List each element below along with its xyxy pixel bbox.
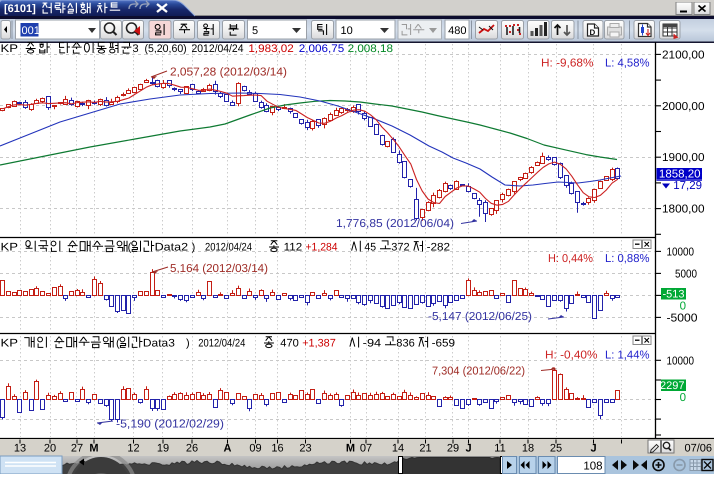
svg-text:10: 10 — [341, 25, 353, 37]
svg-text:45: 45 — [364, 242, 376, 254]
svg-text:17,29: 17,29 — [673, 180, 702, 192]
svg-text:H: -9,68%: H: -9,68% — [541, 58, 594, 70]
svg-text:23: 23 — [299, 443, 311, 455]
svg-text:): ) — [192, 242, 196, 254]
svg-text:H: -0,40%: H: -0,40% — [545, 350, 598, 362]
svg-text:10000: 10000 — [667, 246, 695, 258]
svg-text:H: 0,44%: H: 0,44% — [548, 253, 593, 265]
svg-text:+1,387: +1,387 — [302, 338, 336, 350]
svg-text:-282: -282 — [427, 242, 451, 254]
svg-text:5000: 5000 — [675, 268, 697, 280]
svg-text:13: 13 — [14, 443, 26, 455]
svg-text:470: 470 — [280, 338, 299, 350]
svg-text:L: 0,88%: L: 0,88% — [605, 253, 650, 265]
svg-text:[6101]: [6101] — [4, 3, 36, 15]
svg-text:A: A — [224, 443, 232, 455]
svg-text:-513: -513 — [662, 289, 684, 301]
svg-text:J: J — [590, 443, 596, 455]
svg-text:112: 112 — [284, 242, 303, 254]
svg-text:(: ( — [128, 242, 132, 254]
svg-text:09: 09 — [249, 443, 261, 455]
svg-text:0: 0 — [680, 301, 686, 313]
svg-text:): ) — [186, 338, 190, 350]
svg-text:J: J — [465, 443, 471, 455]
svg-text:2100,00: 2100,00 — [662, 49, 705, 61]
svg-text:14: 14 — [392, 443, 404, 455]
svg-text:2012/04/24: 2012/04/24 — [198, 338, 245, 350]
svg-text:2,006,75: 2,006,75 — [299, 43, 344, 55]
svg-text:372: 372 — [391, 242, 409, 254]
svg-text:KP: KP — [1, 338, 19, 350]
svg-text:21: 21 — [419, 443, 431, 455]
svg-text:5,164 (2012/03/14): 5,164 (2012/03/14) — [170, 263, 268, 275]
svg-text:M: M — [346, 443, 355, 455]
svg-text:(5,20,60): (5,20,60) — [145, 43, 187, 55]
svg-text:M: M — [89, 443, 98, 455]
svg-text:L: 4,58%: L: 4,58% — [605, 58, 650, 70]
svg-text:12: 12 — [127, 443, 139, 455]
svg-text:1900,00: 1900,00 — [662, 152, 705, 164]
svg-text:KP: KP — [1, 43, 19, 55]
svg-text:26: 26 — [186, 443, 198, 455]
svg-text:0: 0 — [680, 392, 686, 404]
svg-text:07: 07 — [360, 443, 372, 455]
svg-text:Data3: Data3 — [143, 338, 175, 350]
svg-text:480: 480 — [448, 25, 466, 37]
svg-text:001: 001 — [22, 25, 40, 37]
svg-text:Data2: Data2 — [155, 242, 189, 254]
svg-text:16: 16 — [271, 443, 283, 455]
svg-text:L: 1,44%: L: 1,44% — [605, 350, 650, 362]
svg-text:19: 19 — [157, 443, 169, 455]
svg-text:836: 836 — [396, 338, 415, 350]
svg-text:27: 27 — [71, 443, 83, 455]
svg-text:2,057,28 (2012/03/14): 2,057,28 (2012/03/14) — [170, 67, 287, 79]
svg-text:108: 108 — [583, 461, 602, 473]
svg-text:1800,00: 1800,00 — [662, 204, 705, 216]
svg-text:1,983,02: 1,983,02 — [248, 43, 293, 55]
svg-text:KP: KP — [1, 242, 19, 254]
svg-text:2297: 2297 — [660, 380, 684, 392]
svg-text:2,008,18: 2,008,18 — [348, 43, 393, 55]
svg-text:3: 3 — [133, 43, 139, 55]
svg-text:2012/04/24: 2012/04/24 — [205, 242, 252, 254]
svg-text:(: ( — [116, 338, 120, 350]
svg-text:+1,284: +1,284 — [306, 242, 338, 254]
svg-text:18: 18 — [522, 443, 534, 455]
svg-text:10000: 10000 — [667, 355, 695, 367]
svg-text:25: 25 — [550, 443, 562, 455]
svg-text:20: 20 — [44, 443, 56, 455]
svg-text:29: 29 — [447, 443, 459, 455]
svg-text:1,776,85 (2012/06/04): 1,776,85 (2012/06/04) — [336, 218, 454, 230]
svg-text:1858,20: 1858,20 — [659, 169, 701, 181]
svg-text:2000,00: 2000,00 — [662, 101, 705, 113]
svg-text:7,304 (2012/06/22): 7,304 (2012/06/22) — [432, 366, 525, 378]
svg-text:D: D — [590, 28, 596, 37]
svg-text:-5,147 (2012/06/25): -5,147 (2012/06/25) — [428, 311, 532, 323]
svg-text:-5000: -5000 — [667, 312, 698, 324]
svg-text:-5,190 (2012/02/29): -5,190 (2012/02/29) — [116, 419, 224, 431]
svg-text:-94: -94 — [363, 338, 382, 350]
svg-text:-659: -659 — [432, 338, 456, 350]
svg-text:2012/04/24: 2012/04/24 — [192, 43, 244, 55]
svg-text:5: 5 — [252, 25, 258, 37]
svg-text:07/06: 07/06 — [684, 443, 712, 455]
svg-text:11: 11 — [494, 443, 505, 455]
